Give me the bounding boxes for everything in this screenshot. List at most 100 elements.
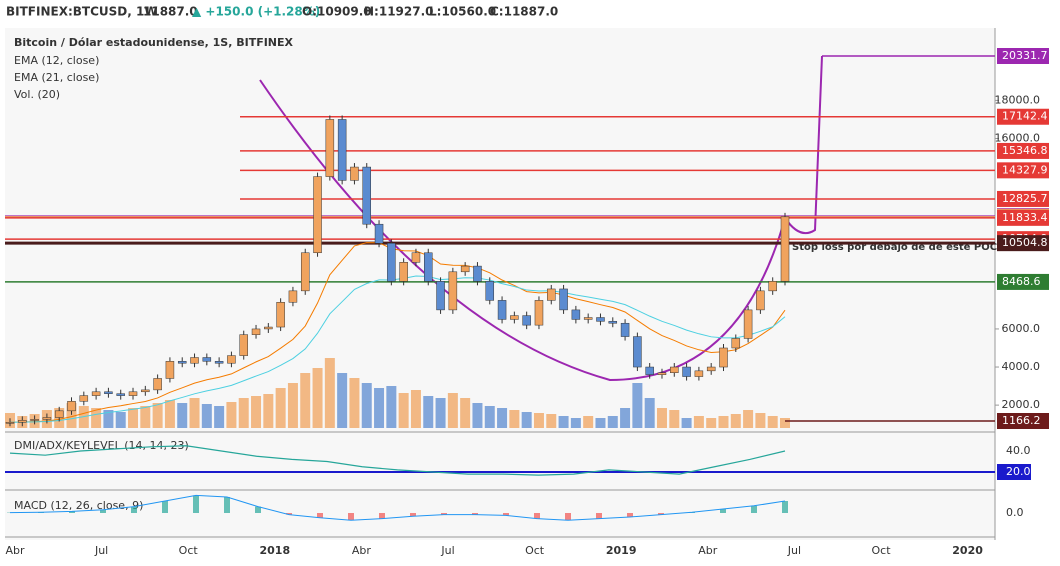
macd-hist — [596, 513, 602, 519]
level-tag — [997, 190, 1049, 207]
volume-bar — [755, 413, 766, 428]
volume-bar — [644, 398, 655, 428]
macd-hist — [317, 513, 323, 518]
volume-bar — [115, 412, 126, 428]
macd-hist — [441, 513, 447, 515]
volume-bar — [128, 408, 139, 428]
macd-hist — [131, 506, 137, 513]
candle — [337, 119, 347, 181]
candle — [387, 242, 396, 282]
volume-bar — [238, 398, 249, 428]
macd-hist — [379, 513, 385, 519]
volume-bar — [251, 396, 262, 428]
candle — [768, 281, 777, 292]
candle — [596, 317, 605, 322]
macd-hist — [658, 513, 664, 515]
candle — [559, 288, 568, 311]
candle — [522, 315, 531, 326]
time-label: Jul — [787, 544, 801, 557]
volume-bar — [386, 386, 397, 428]
close: C:11887.0 — [490, 5, 558, 19]
candle — [424, 252, 433, 282]
volume-bar — [681, 418, 692, 428]
candle — [374, 223, 384, 244]
volume-bar — [484, 406, 495, 428]
candle — [313, 176, 322, 254]
volume-bar — [460, 398, 471, 428]
legend-title: Bitcoin / Dólar estadounidense, 1S, BITF… — [14, 36, 294, 49]
macd-hist — [162, 501, 168, 513]
level-tag — [997, 142, 1049, 159]
candle — [682, 366, 691, 377]
level-label: 8468.6 — [1002, 275, 1041, 288]
candle — [571, 309, 581, 320]
high: H:11927.0 — [364, 5, 434, 19]
volume-bar — [472, 403, 483, 428]
candle — [153, 378, 162, 391]
candle — [264, 326, 273, 330]
candle — [743, 309, 753, 339]
macd-hist — [627, 513, 633, 517]
candle — [104, 391, 113, 394]
volume-bar — [361, 383, 372, 428]
macd-hist — [503, 513, 509, 516]
volume-bar — [583, 416, 594, 428]
candle — [325, 119, 335, 177]
low: L:10560.0 — [429, 5, 496, 19]
candle — [448, 271, 458, 311]
volume-bar — [497, 408, 508, 428]
level-tag — [997, 48, 1049, 64]
volume-bar — [152, 403, 163, 428]
time-label: Jul — [440, 544, 454, 557]
volume-bar — [730, 414, 741, 428]
candle — [411, 252, 421, 263]
macd-hist — [348, 513, 354, 521]
macd-hist — [720, 509, 726, 513]
level-label: 17142.4 — [1002, 110, 1048, 123]
volume-bar — [533, 413, 544, 428]
level-label: 11833.4 — [1002, 211, 1048, 224]
volume-bar — [558, 416, 569, 428]
volume-bar — [189, 398, 200, 428]
macd-hist — [472, 513, 478, 515]
volume-bar — [300, 373, 311, 428]
panel — [5, 28, 995, 540]
volume-bar — [337, 373, 348, 428]
candle — [67, 401, 76, 412]
candle — [436, 281, 445, 311]
dmi-label: 20.0 — [1006, 465, 1031, 478]
candle — [547, 288, 556, 301]
volume-bar — [632, 383, 643, 428]
candle — [620, 322, 630, 337]
macd-hist — [565, 513, 571, 521]
time-label: Abr — [5, 544, 25, 557]
ema-line — [9, 275, 786, 423]
candle — [54, 410, 64, 418]
candle — [42, 417, 52, 420]
candle — [608, 321, 618, 324]
volume-bar — [410, 390, 421, 428]
candle — [288, 290, 298, 303]
candle — [534, 300, 544, 326]
last: 11887.0 — [143, 5, 198, 19]
macd-hist — [751, 505, 757, 513]
time-label: Oct — [179, 544, 199, 557]
candle — [399, 262, 408, 282]
level-tag — [997, 464, 1031, 480]
macd-hist — [286, 513, 292, 515]
time-label: 2020 — [952, 544, 983, 557]
candle — [362, 166, 371, 225]
candle — [116, 393, 125, 396]
candle — [645, 366, 654, 375]
candle — [633, 336, 642, 368]
candle — [227, 355, 236, 364]
macd-line — [9, 494, 786, 521]
level-label: 14327.9 — [1002, 163, 1048, 176]
dmi-label: 40.0 — [1006, 444, 1031, 457]
candle — [485, 281, 495, 301]
price-label: 18000.0 — [995, 93, 1041, 106]
volume-bar — [718, 416, 729, 428]
level-tag — [997, 413, 1049, 429]
candle — [202, 357, 212, 362]
candle — [177, 361, 187, 364]
